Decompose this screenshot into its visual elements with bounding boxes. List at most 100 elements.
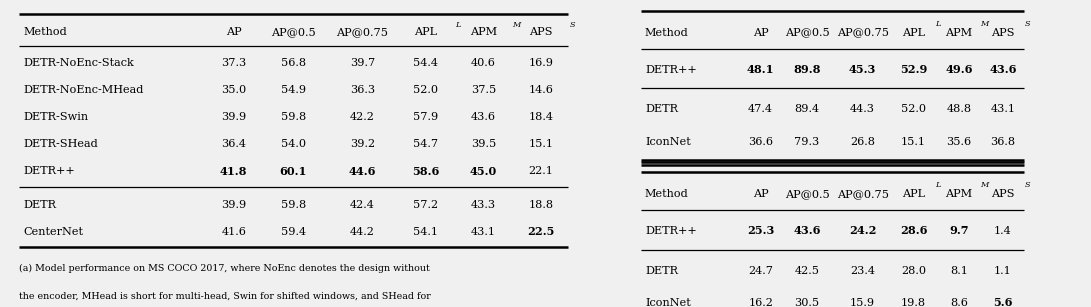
Text: AP: AP [226,27,241,37]
Text: 36.4: 36.4 [221,139,247,149]
Text: AP: AP [753,189,768,199]
Text: 43.1: 43.1 [471,227,495,237]
Text: 36.8: 36.8 [991,137,1016,147]
Text: 36.6: 36.6 [748,137,774,147]
Text: 42.5: 42.5 [794,266,819,276]
Text: AP@0.75: AP@0.75 [837,189,889,199]
Text: APS: APS [529,27,552,37]
Text: AP@0.5: AP@0.5 [784,28,829,38]
Text: 43.6: 43.6 [471,112,495,122]
Text: M: M [980,181,988,189]
Text: DETR++: DETR++ [645,226,697,236]
Text: 39.5: 39.5 [470,139,496,149]
Text: 18.8: 18.8 [528,200,553,210]
Text: 40.6: 40.6 [471,58,495,68]
Text: IconNet: IconNet [645,137,691,147]
Text: 39.7: 39.7 [349,58,375,68]
Text: 35.0: 35.0 [221,85,247,95]
Text: DETR-SHead: DETR-SHead [24,139,98,149]
Text: 58.6: 58.6 [412,166,440,177]
Text: APL: APL [902,28,925,38]
Text: 79.3: 79.3 [794,137,819,147]
Text: 39.9: 39.9 [221,200,247,210]
Text: 89.4: 89.4 [794,104,819,115]
Text: 8.6: 8.6 [950,298,968,307]
Text: 43.3: 43.3 [471,200,496,210]
Text: DETR++: DETR++ [645,65,697,75]
Text: 35.6: 35.6 [946,137,971,147]
Text: 5.6: 5.6 [993,297,1012,307]
Text: M: M [980,20,988,28]
Text: 23.4: 23.4 [850,266,875,276]
Text: 57.9: 57.9 [413,112,439,122]
Text: 47.4: 47.4 [748,104,774,115]
Text: DETR: DETR [645,104,678,115]
Text: (a) Model performance on MS COCO 2017, where NoEnc denotes the design without: (a) Model performance on MS COCO 2017, w… [19,264,430,273]
Text: M: M [513,21,520,29]
Text: 15.1: 15.1 [901,137,926,147]
Text: 52.9: 52.9 [900,64,927,75]
Text: DETR: DETR [645,266,678,276]
Text: DETR-NoEnc-Stack: DETR-NoEnc-Stack [24,58,134,68]
Text: Method: Method [24,27,68,37]
Text: 16.9: 16.9 [528,58,553,68]
Text: 54.1: 54.1 [413,227,439,237]
Text: 19.8: 19.8 [901,298,926,307]
Text: 15.9: 15.9 [850,298,875,307]
Text: 54.0: 54.0 [280,139,305,149]
Text: 60.1: 60.1 [279,166,307,177]
Text: 1.4: 1.4 [994,226,1011,236]
Text: APL: APL [902,189,925,199]
Text: 16.2: 16.2 [748,298,774,307]
Text: IconNet: IconNet [645,298,691,307]
Text: 37.3: 37.3 [221,58,247,68]
Text: 22.1: 22.1 [528,166,553,176]
Text: 25.3: 25.3 [747,225,775,236]
Text: 45.0: 45.0 [470,166,497,177]
Text: Method: Method [645,28,688,38]
Text: 43.6: 43.6 [793,225,820,236]
Text: 54.4: 54.4 [413,58,439,68]
Text: 43.1: 43.1 [991,104,1016,115]
Text: 36.3: 36.3 [350,85,375,95]
Text: 45.3: 45.3 [849,64,876,75]
Text: 52.0: 52.0 [901,104,926,115]
Text: 44.3: 44.3 [850,104,875,115]
Text: DETR++: DETR++ [24,166,75,176]
Text: AP@0.75: AP@0.75 [837,28,889,38]
Text: S: S [1024,181,1030,189]
Text: 26.8: 26.8 [850,137,875,147]
Text: 8.1: 8.1 [950,266,968,276]
Text: DETR-NoEnc-MHead: DETR-NoEnc-MHead [24,85,144,95]
Text: 54.9: 54.9 [280,85,305,95]
Text: Method: Method [645,189,688,199]
Text: 30.5: 30.5 [794,298,819,307]
Text: 9.7: 9.7 [949,225,969,236]
Text: S: S [570,21,575,29]
Text: L: L [935,20,940,28]
Text: AP@0.5: AP@0.5 [271,27,315,37]
Text: 48.1: 48.1 [747,64,775,75]
Text: 28.0: 28.0 [901,266,926,276]
Text: APS: APS [991,28,1015,38]
Text: DETR: DETR [24,200,57,210]
Text: 1.1: 1.1 [994,266,1011,276]
Text: 57.2: 57.2 [413,200,439,210]
Text: 54.7: 54.7 [413,139,439,149]
Text: CenterNet: CenterNet [24,227,84,237]
Text: 42.4: 42.4 [350,200,374,210]
Text: L: L [455,21,460,29]
Text: the encoder, MHead is short for multi-head, Swin for shifted windows, and SHead : the encoder, MHead is short for multi-he… [19,292,431,301]
Text: L: L [935,181,940,189]
Text: 41.6: 41.6 [221,227,247,237]
Text: APM: APM [470,27,496,37]
Text: 44.6: 44.6 [348,166,376,177]
Text: 15.1: 15.1 [528,139,553,149]
Text: 42.2: 42.2 [350,112,374,122]
Text: 48.8: 48.8 [946,104,971,115]
Text: AP: AP [753,28,768,38]
Text: 24.2: 24.2 [849,225,876,236]
Text: 43.6: 43.6 [990,64,1017,75]
Text: 18.4: 18.4 [528,112,553,122]
Text: 59.8: 59.8 [280,112,305,122]
